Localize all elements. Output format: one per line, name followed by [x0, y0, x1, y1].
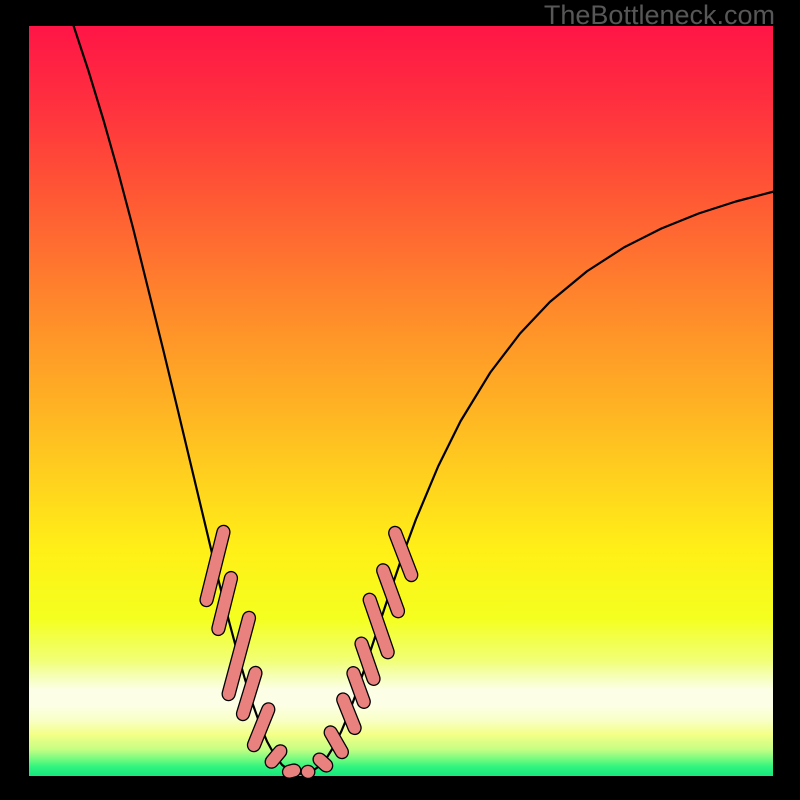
curve-marker — [300, 764, 316, 780]
curve-marker — [322, 724, 351, 761]
curve-marker — [281, 763, 302, 780]
bottleneck-curve — [74, 26, 773, 774]
curve-layer — [29, 26, 773, 776]
plot-area — [29, 26, 773, 776]
chart-container: TheBottleneck.com — [0, 0, 800, 800]
watermark-text: TheBottleneck.com — [544, 0, 775, 31]
